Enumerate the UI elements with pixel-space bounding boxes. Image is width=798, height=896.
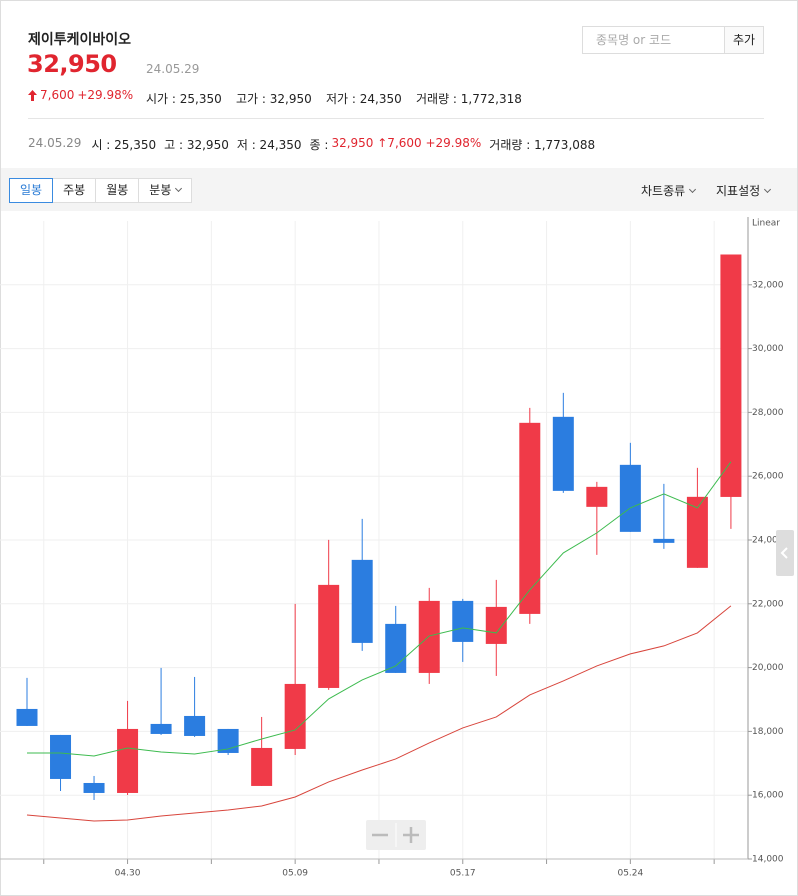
- side-toggle[interactable]: [776, 530, 794, 576]
- candle-body: [83, 782, 105, 793]
- candle-body: [485, 606, 507, 644]
- period-tab[interactable]: 주봉: [52, 178, 97, 203]
- candle-body: [251, 747, 273, 786]
- y-tick-label: 24,000: [752, 536, 784, 546]
- summary-close: 32,950 ↑7,600 +29.98%: [331, 136, 482, 150]
- candle-body: [452, 600, 474, 642]
- y-tick-label: 30,000: [752, 344, 784, 354]
- candle-body: [117, 728, 139, 793]
- candle-body: [686, 496, 708, 568]
- up-arrow: [28, 89, 37, 101]
- y-tick-label: 28,000: [752, 408, 784, 418]
- indicator-menu[interactable]: 지표설정: [716, 182, 770, 199]
- stat: 고가 : 32,950: [236, 92, 312, 106]
- search-box[interactable]: 종목명 or 코드 추가: [582, 26, 764, 54]
- moving-average: [27, 461, 732, 757]
- period-tab[interactable]: 월봉: [95, 178, 140, 203]
- candle-body: [351, 559, 373, 643]
- summary-volume: 거래량 : 1,773,088: [489, 138, 596, 152]
- candle-body: [418, 600, 440, 673]
- date: 24.05.29: [146, 62, 200, 76]
- zoom-controls[interactable]: [366, 820, 426, 850]
- stat: 거래량 : 1,772,318: [416, 92, 522, 106]
- candle-body: [50, 734, 72, 779]
- candle-body: [318, 584, 340, 688]
- period-tabs: 일봉 주봉 월봉 분봉: [9, 178, 193, 203]
- y-tick-label: 32,000: [752, 280, 784, 290]
- change-rate: +29.98%: [77, 88, 134, 102]
- divider: [28, 118, 764, 119]
- candle-body: [150, 723, 172, 734]
- x-tick-label: 05.09: [282, 869, 308, 879]
- x-tick-label: 04.30: [115, 869, 141, 879]
- side-toggle-icon[interactable]: [780, 547, 788, 559]
- candle-body: [586, 486, 608, 507]
- x-tick-label: 05.24: [617, 869, 643, 879]
- chart-type-menu[interactable]: 차트종류: [641, 182, 695, 199]
- add-button[interactable]: 추가: [724, 27, 763, 53]
- candle-body: [653, 538, 675, 543]
- side-toggle-bg[interactable]: [776, 530, 794, 576]
- stats: 시가 : 25,350 고가 : 32,950 저가 : 24,350 거래량 …: [146, 90, 522, 107]
- candle-body: [284, 683, 306, 749]
- candle-body: [16, 708, 38, 726]
- stock-name: 제이투케이바이오: [28, 32, 132, 48]
- period-tab[interactable]: 일봉: [9, 178, 54, 203]
- candle-body: [720, 254, 742, 497]
- y-tick-label: 22,000: [752, 599, 784, 609]
- search-input[interactable]: 종목명 or 코드: [596, 33, 672, 47]
- candle-body: [552, 416, 574, 491]
- period-tab[interactable]: 분봉: [138, 178, 193, 203]
- summary-item: 저 : 24,350: [236, 138, 302, 152]
- change: 7,600 +29.98%: [28, 88, 133, 102]
- stat: 저가 : 24,350: [326, 92, 402, 106]
- summary-item: 시 : 25,350: [91, 138, 157, 152]
- summary: 24.05.29 시 : 25,350 고 : 32,950 저 : 24,35…: [28, 136, 595, 153]
- y-tick-label: 20,000: [752, 663, 784, 673]
- summary-date: 24.05.29: [28, 136, 82, 150]
- candle-body: [184, 715, 206, 736]
- summary-close-label: 종 :: [309, 138, 329, 152]
- y-tick-label: 14,000: [752, 855, 784, 865]
- y-tick-label: 26,000: [752, 472, 784, 482]
- moving-average: [26, 605, 732, 822]
- y-tick-label: 18,000: [752, 727, 784, 737]
- summary-item: 고 : 32,950: [164, 138, 229, 152]
- y-tick-label: 16,000: [752, 791, 784, 801]
- candle-body: [519, 422, 541, 614]
- plot: 14,000 16,000 18,000 20,000 22,000 24,000 26,0…: [0, 217, 784, 879]
- x-tick-label: 05.17: [450, 869, 476, 879]
- price: 32,950: [27, 50, 117, 78]
- change-amount: 7,600: [40, 88, 75, 102]
- stat: 시가 : 25,350: [146, 92, 222, 106]
- scale-label: Linear: [752, 219, 780, 229]
- candle-body: [619, 464, 641, 532]
